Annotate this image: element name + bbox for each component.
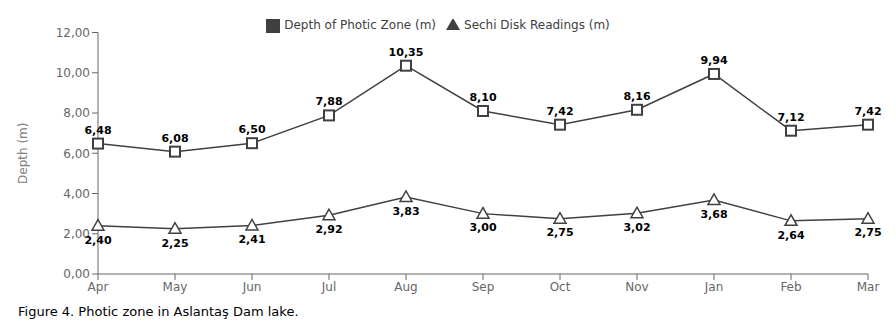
html-text:Sechi Disk Readings (m): Sechi Disk Readings (m) [464,18,610,32]
svg-text:8,00: 8,00 [63,106,90,120]
svg-text:Feb: Feb [780,280,801,294]
svg-text:2,75: 2,75 [546,226,573,239]
svg-text:Aug: Aug [394,280,417,294]
svg-text:12,00: 12,00 [56,26,90,40]
svg-text:8,10: 8,10 [469,91,496,104]
svg-text:2,00: 2,00 [63,227,90,241]
svg-text:9,94: 9,94 [700,54,727,67]
svg-text:Jul: Jul [321,280,336,294]
html-text:Depth of Photic Zone (m): Depth of Photic Zone (m) [284,18,436,32]
svg-text:2,40: 2,40 [84,234,111,247]
svg-text:6,08: 6,08 [161,132,188,145]
svg-text:7,42: 7,42 [546,105,573,118]
svg-text:2,25: 2,25 [161,237,188,250]
svg-text:2,92: 2,92 [315,223,342,236]
svg-text:3,83: 3,83 [392,205,419,218]
svg-text:4,00: 4,00 [63,187,90,201]
svg-text:6,00: 6,00 [63,147,90,161]
html-text:Figure 4. Photic zone in Aslan: Figure 4. Photic zone in Aslantaş Dam la… [18,304,299,319]
svg-text:8,16: 8,16 [623,90,650,103]
svg-text:Mar: Mar [857,280,880,294]
svg-text:Depth (m): Depth (m) [16,123,30,184]
svg-text:2,41: 2,41 [238,233,265,246]
svg-text:3,02: 3,02 [623,221,650,234]
svg-text:Jun: Jun [242,280,262,294]
svg-text:May: May [163,280,188,294]
svg-text:Apr: Apr [88,280,109,294]
svg-text:6,50: 6,50 [238,123,265,136]
svg-text:Nov: Nov [625,280,648,294]
svg-text:0,00: 0,00 [63,267,90,281]
svg-text:7,88: 7,88 [315,95,342,108]
svg-text:10,00: 10,00 [56,66,90,80]
svg-text:Jan: Jan [704,280,724,294]
svg-text:Sep: Sep [472,280,495,294]
svg-text:7,12: 7,12 [777,111,804,124]
svg-text:2,75: 2,75 [854,226,881,239]
svg-text:6,48: 6,48 [84,124,111,137]
svg-text:3,68: 3,68 [700,208,727,221]
svg-text:3,00: 3,00 [469,221,496,234]
svg-text:Oct: Oct [550,280,571,294]
svg-text:10,35: 10,35 [389,46,424,59]
svg-text:7,42: 7,42 [854,105,881,118]
svg-text:2,64: 2,64 [777,229,804,242]
